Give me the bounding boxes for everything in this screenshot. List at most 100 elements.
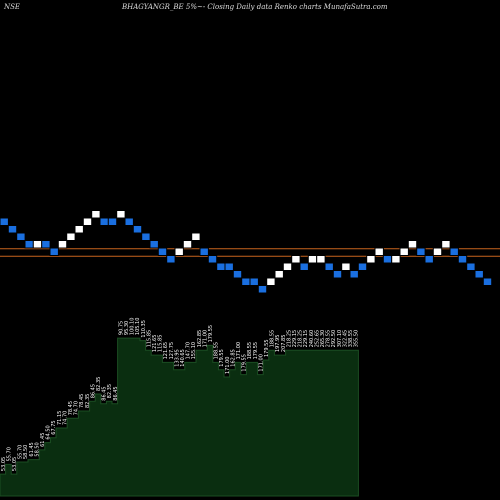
volume-value-label: 140.65 — [180, 349, 186, 367]
renko-brick-down — [232, 270, 243, 279]
volume-value-label: 147.70 — [186, 342, 192, 360]
volume-value-label: 278.55 — [326, 330, 332, 348]
volume-value-label: 55.70 — [6, 447, 12, 461]
volume-value-label: 121.65 — [163, 342, 169, 360]
volume-value-label: 179.55 — [264, 340, 270, 358]
renko-brick-up — [316, 255, 326, 264]
renko-brick-down — [449, 247, 459, 256]
volume-value-label: 307.10 — [337, 330, 343, 348]
renko-brick-down — [7, 225, 18, 234]
renko-brick-down — [124, 217, 134, 226]
chart-title: BHAGYANGR_BE 5%~- Closing Daily data Ren… — [122, 3, 388, 11]
renko-brick-down — [249, 277, 259, 286]
volume-value-label: 86.45 — [102, 386, 108, 400]
renko-brick-down — [424, 255, 434, 264]
volume-value-label: 188.55 — [247, 342, 253, 360]
volume-value-label: 133.95 — [174, 349, 180, 367]
volume-value-label: 115.85 — [158, 335, 164, 353]
renko-brick-down — [357, 262, 368, 271]
volume-value-label: 179.55 — [253, 342, 259, 360]
renko-brick-down — [199, 247, 209, 256]
renko-brick-down — [16, 232, 26, 241]
volume-value-label: 188.55 — [270, 330, 276, 348]
renko-brick-up — [441, 240, 451, 249]
renko-brick-up — [307, 255, 318, 264]
renko-brick-down — [382, 255, 393, 264]
renko-brick-down — [166, 255, 176, 264]
volume-value-label: 74.70 — [62, 411, 68, 425]
renko-brick-down — [207, 255, 218, 264]
volume-value-label: 338.55 — [348, 330, 354, 348]
volume-value-label: 188.55 — [214, 342, 220, 360]
renko-brick-down — [349, 270, 359, 279]
volume-value-label: 100.10 — [130, 318, 136, 336]
volume-value-label: 74.70 — [74, 401, 80, 415]
volume-value-label: 162.85 — [197, 330, 203, 348]
renko-brick-up — [366, 255, 376, 264]
renko-brick-up — [274, 270, 284, 279]
volume-value-label: 179.55 — [208, 325, 214, 343]
volume-value-label: 171.00 — [202, 330, 208, 348]
volume-value-label: 67.75 — [51, 420, 57, 434]
volume-value-label: 179.55 — [219, 349, 225, 367]
renko-brick-up — [182, 240, 193, 249]
volume-value-label: 82.35 — [107, 384, 113, 398]
volume-value-label: 58.50 — [23, 445, 29, 459]
renko-brick-up — [374, 247, 384, 256]
renko-brick-down — [157, 247, 168, 256]
volume-value-label: 115.85 — [146, 330, 152, 348]
renko-brick-up — [391, 255, 401, 264]
renko-brick-down — [299, 262, 309, 271]
volume-value-label: 121.65 — [152, 335, 158, 353]
volume-value-label: 61.45 — [29, 442, 35, 456]
renko-brick-up — [266, 277, 276, 286]
volume-value-label: 252.65 — [314, 330, 320, 348]
renko-brick-up — [291, 255, 301, 264]
volume-value-label: 229.15 — [303, 330, 309, 348]
renko-brick-down — [332, 270, 343, 279]
renko-brick-down — [416, 247, 426, 256]
volume-value-label: 110.35 — [141, 320, 147, 338]
volume-value-label: 179.55 — [242, 354, 248, 372]
volume-value-label: 105.10 — [135, 318, 141, 336]
volume-value-label: 58.50 — [34, 442, 40, 456]
renko-brick-down — [107, 217, 118, 226]
volume-area — [0, 337, 359, 497]
renko-brick-down — [141, 232, 151, 241]
volume-value-label: 322.45 — [342, 330, 348, 348]
volume-value-label: 64.50 — [46, 425, 52, 439]
volume-value-label: 197.95 — [275, 335, 281, 353]
renko-brick-down — [0, 217, 9, 226]
volume-value-label: 292.50 — [331, 330, 337, 348]
renko-brick-down — [241, 277, 251, 286]
renko-brick-up — [74, 225, 84, 234]
renko-brick-down — [482, 277, 493, 286]
volume-value-label: 82.35 — [96, 377, 102, 391]
volume-value-label: 90.75 — [118, 321, 124, 335]
volume-value-label: 155.10 — [191, 342, 197, 360]
renko-brick-up — [399, 247, 409, 256]
volume-value-label: 218.25 — [286, 330, 292, 348]
volume-value-label: 240.60 — [309, 330, 315, 348]
renko-brick-down — [257, 285, 268, 294]
renko-brick-down — [149, 240, 159, 249]
volume-value-label: 162.85 — [230, 349, 236, 367]
renko-brick-down — [324, 262, 334, 271]
renko-brick-down — [24, 240, 34, 249]
volume-value-label: 229.15 — [292, 330, 298, 348]
renko-brick-up — [191, 232, 201, 241]
renko-brick-down — [224, 262, 234, 271]
renko-brick-down — [457, 255, 468, 264]
volume-value-label: 78.45 — [68, 401, 74, 415]
renko-brick-down — [41, 240, 51, 249]
volume-value-label: 78.45 — [79, 394, 85, 408]
renko-brick-up — [32, 240, 43, 249]
volume-value-label: 53.05 — [12, 457, 18, 471]
renko-brick-up — [116, 210, 126, 219]
renko-brick-down — [132, 225, 143, 234]
renko-brick-up — [91, 210, 101, 219]
volume-value-label: 207.85 — [281, 335, 287, 353]
renko-brick-up — [282, 262, 293, 271]
